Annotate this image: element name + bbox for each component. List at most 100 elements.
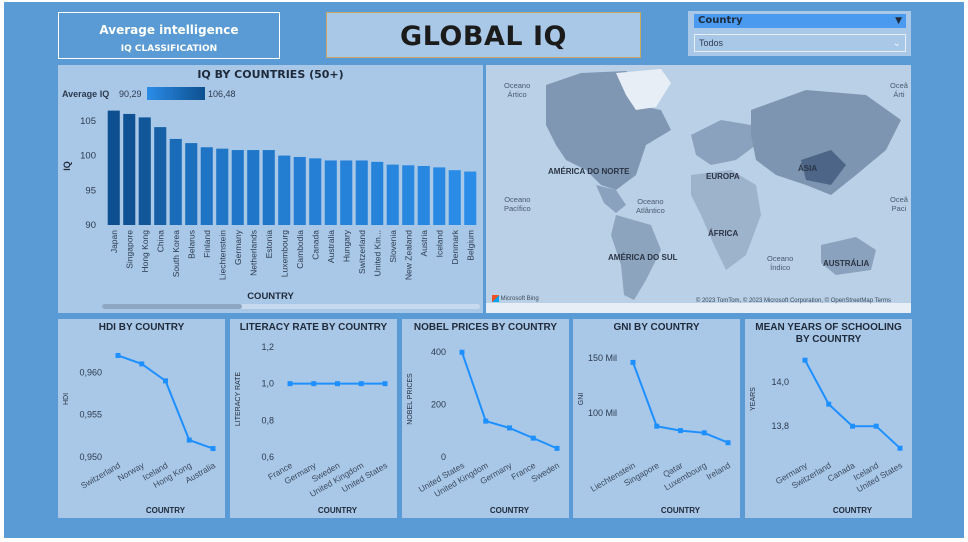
bar [433,167,446,225]
card-subtitle: IQ CLASSIFICATION [120,44,218,54]
y-tick-label: 0,8 [261,415,274,425]
chart-title: IQ BY COUNTRIES (50+) [197,68,344,81]
hdi-line-chart: HDI BY COUNTRYHDICOUNTRY0,9600,9550,950S… [63,322,217,515]
label-north-america: AMÉRICA DO NORTE [548,167,630,176]
data-point [630,359,636,365]
data-point [530,435,536,441]
x-axis-title: COUNTRY [146,506,186,515]
x-tick-label: Canada [826,460,857,484]
bar [324,160,337,225]
average-intelligence-card[interactable]: Average intelligence IQ CLASSIFICATION [58,12,280,59]
slicer-value: Todos [699,38,724,48]
x-tick-label: Ireland [704,460,732,482]
x-tick-label: Denmark [450,229,460,264]
chart-title: BY COUNTRY [796,334,862,345]
bing-logo-text: Microsoft Bing [500,296,539,303]
bar [169,138,182,225]
slicer-dropdown[interactable]: Todos ⌄ [694,34,906,52]
bar [107,110,120,225]
label-pacific-ocean-right: Oceâ Paci [890,195,908,213]
literacy-line-chart: LITERACY RATE BY COUNTRY LITERACY RATE COU… [235,322,389,515]
x-tick-label: Netherlands [248,230,258,276]
x-axis-title: COUNTRY [247,291,294,302]
x-tick-label: Liechtenstein [217,230,227,280]
data-point [210,446,216,452]
map-attribution[interactable]: © 2023 TomTom, © 2023 Microsoft Corporat… [695,298,891,304]
country-slicer[interactable]: Country ▼ Todos ⌄ [688,11,911,56]
map-landmass [486,69,911,313]
africa-shape [691,170,761,270]
bar [448,170,461,225]
bar [247,150,260,225]
y-axis-title: NOBEL PRICES [407,373,414,425]
legend-min: 90,29 [119,89,142,99]
literacy-chart-panel [230,319,397,518]
antarctica-shape [486,303,911,313]
y-tick-label: 13,8 [771,421,789,431]
bar [200,147,213,225]
legend-max: 106,48 [208,89,236,99]
china-shape [801,150,846,185]
data-point [335,381,340,387]
x-tick-label: Australia [326,230,336,263]
bar [231,150,244,225]
x-tick-label: United Kin... [372,230,382,276]
series-line [804,359,901,449]
bar [216,148,229,225]
data-point [358,381,364,387]
y-tick-label: 100 [80,151,96,162]
bing-logo: Microsoft Bing [492,295,539,302]
y-tick-label: 1,2 [261,342,274,352]
bar [293,156,306,225]
y-tick-label: 0,950 [79,452,102,462]
chevron-down-icon[interactable]: ⌄ [892,38,901,49]
y-tick-label: 150 Mil [588,353,617,363]
chevron-down-icon[interactable]: ▼ [895,16,902,26]
y-tick-label: 400 [431,347,446,357]
label-australia: AUSTRÁLIA [823,259,870,268]
bing-icon [492,295,499,302]
bar [154,127,167,225]
iq-bar-chart-panel: IQ BY COUNTRIES (50+) Average IQ 90,29 1… [58,65,483,313]
data-point [678,428,683,434]
x-tick-label: Belgium [465,230,475,261]
x-axis-title: COUNTRY [661,506,701,515]
horizontal-scrollbar[interactable] [102,304,480,309]
x-axis-title: COUNTRY [318,506,358,515]
label-atlantic-ocean: Oceano Atlântico [636,197,665,215]
slicer-header[interactable]: Country ▼ [694,14,906,28]
page-title: GLOBAL IQ [400,21,567,52]
bar [464,171,477,225]
legend-gradient [147,87,205,100]
world-map[interactable]: Oceano Ártico Oceâ Árti AMÉRICA DO NORTE… [486,65,911,313]
y-axis-title: HDI [63,393,70,405]
y-tick-label: 1,0 [261,379,274,389]
data-point [897,445,903,451]
label-pacific-ocean-left: Oceano Pacífico [504,195,531,213]
bar [417,166,430,225]
chart-title: LITERACY RATE BY COUNTRY [240,322,388,333]
series-line [461,351,558,450]
data-point [459,349,465,355]
data-point [163,378,168,384]
y-tick-label: 14,0 [771,377,789,387]
y-tick-label: 95 [85,185,96,196]
data-point [701,430,707,436]
north-america-shape [546,71,671,190]
australia-shape [821,237,876,275]
data-point [139,361,145,367]
x-tick-label: Estonia [264,230,274,259]
label-indian-ocean: Oceano Índico [767,254,794,272]
x-tick-label: Belarus [186,230,196,259]
chart-title: NOBEL PRICES BY COUNTRY [414,322,557,333]
iq-bar-chart: IQ 90 95 100 105 Japan Singapore Hong Kong China… [62,110,477,280]
data-point [873,423,879,429]
series-line [117,354,214,450]
label-south-america: AMÉRICA DO SUL [608,253,678,262]
x-tick-label: Singapore [124,230,134,269]
scrollbar-thumb[interactable] [102,304,242,309]
asia-shape [751,90,901,195]
greenland-shape [616,69,671,110]
